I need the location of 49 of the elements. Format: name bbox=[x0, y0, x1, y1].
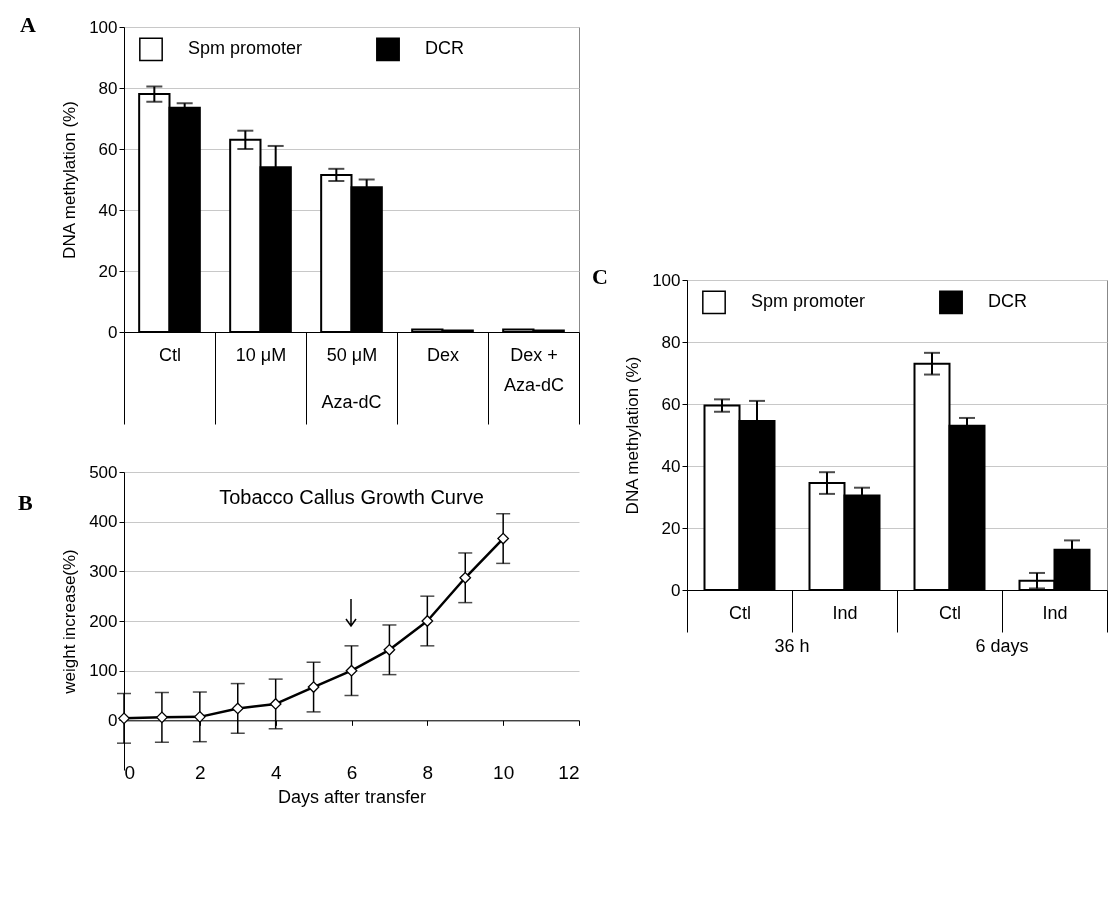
y-tick-label: 0 bbox=[108, 710, 118, 730]
text: 6 days bbox=[975, 636, 1029, 656]
text: Tobacco Callus Growth Curve bbox=[219, 486, 484, 508]
text: C bbox=[592, 264, 608, 290]
x-tick-label: Ctl bbox=[159, 344, 181, 365]
x-tick-label: 4 bbox=[270, 761, 282, 783]
y-axis-title: weight increase(%) bbox=[60, 549, 80, 695]
y-tick-label: 100 bbox=[89, 661, 118, 681]
y-tick-label: 20 bbox=[98, 261, 118, 281]
x-tick-label: Ind bbox=[832, 602, 858, 623]
y-tick-label: 20 bbox=[661, 518, 681, 538]
x-tick-label: Dex bbox=[426, 344, 460, 365]
x-tick-label: 0 bbox=[124, 761, 136, 783]
y-tick-label: 60 bbox=[98, 139, 118, 159]
y-tick-label: 40 bbox=[661, 456, 681, 476]
y-tick-label: 60 bbox=[661, 394, 681, 414]
x-tick-label: 50 μM bbox=[326, 344, 378, 365]
text: Aza-dC bbox=[321, 392, 382, 412]
text: A bbox=[20, 12, 36, 38]
x-axis-title: Days after transfer bbox=[277, 786, 427, 807]
legend-label: Spm promoter bbox=[751, 291, 866, 312]
legend-label: Spm promoter bbox=[188, 38, 303, 59]
x-tick-label: 6 bbox=[346, 761, 358, 783]
y-axis-title: DNA methylation (%) bbox=[623, 356, 643, 515]
x-tick-label: Dex + Aza-dC bbox=[503, 344, 565, 395]
y-axis-title: DNA methylation (%) bbox=[60, 101, 80, 259]
legend-label: DCR bbox=[988, 291, 1027, 312]
y-tick-label: 100 bbox=[89, 17, 118, 37]
y-tick-label: 40 bbox=[98, 200, 118, 220]
text: B bbox=[18, 490, 33, 516]
y-tick-label: 100 bbox=[652, 270, 681, 290]
x-tick-label: Ind bbox=[1042, 602, 1068, 623]
x-tick-label: 2 bbox=[195, 761, 206, 783]
x-tick-label: Ctl bbox=[939, 602, 961, 623]
x-tick-label: 10 μM bbox=[235, 344, 287, 365]
y-tick-label: 500 bbox=[89, 462, 118, 482]
x-tick-label: 8 bbox=[422, 761, 434, 783]
y-tick-label: 300 bbox=[89, 561, 118, 581]
y-tick-label: 200 bbox=[89, 611, 118, 631]
x-tick-label: 10 bbox=[493, 761, 515, 783]
x-tick-label: 12 bbox=[558, 761, 580, 783]
y-tick-label: 80 bbox=[98, 78, 118, 98]
y-tick-label: 400 bbox=[89, 512, 118, 532]
x-tick-label: Ctl bbox=[729, 602, 751, 623]
legend-label: DCR bbox=[425, 38, 464, 59]
y-tick-label: 0 bbox=[671, 580, 681, 600]
y-tick-label: 80 bbox=[661, 332, 681, 352]
text: 36 h bbox=[774, 636, 810, 656]
y-tick-label: 0 bbox=[108, 322, 118, 342]
